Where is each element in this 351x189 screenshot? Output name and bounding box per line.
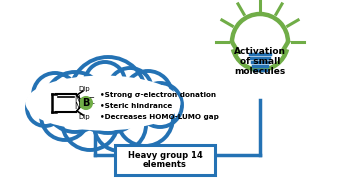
Circle shape bbox=[138, 83, 182, 127]
Circle shape bbox=[45, 72, 105, 132]
Text: N: N bbox=[74, 102, 80, 111]
Text: molecules: molecules bbox=[234, 67, 286, 76]
Text: Activation: Activation bbox=[234, 47, 286, 56]
Text: −: − bbox=[88, 95, 94, 101]
Circle shape bbox=[33, 73, 77, 117]
Text: •Steric hindrance: •Steric hindrance bbox=[100, 103, 172, 109]
Circle shape bbox=[94, 99, 146, 151]
Polygon shape bbox=[115, 145, 215, 175]
Circle shape bbox=[41, 92, 89, 140]
Circle shape bbox=[27, 90, 63, 126]
Circle shape bbox=[62, 94, 118, 150]
Circle shape bbox=[70, 57, 146, 133]
Circle shape bbox=[85, 62, 125, 102]
Text: ·: · bbox=[92, 99, 96, 109]
Circle shape bbox=[108, 68, 152, 112]
Circle shape bbox=[117, 90, 173, 146]
Text: N: N bbox=[74, 95, 80, 104]
Text: elements: elements bbox=[143, 160, 187, 169]
Circle shape bbox=[124, 71, 172, 119]
Text: •Strong σ-electron donation: •Strong σ-electron donation bbox=[100, 92, 216, 98]
Text: Heavy group 14: Heavy group 14 bbox=[128, 151, 203, 160]
Circle shape bbox=[80, 97, 92, 109]
Ellipse shape bbox=[26, 75, 180, 130]
Text: B: B bbox=[82, 98, 90, 108]
Text: Dip: Dip bbox=[78, 86, 90, 92]
Text: of small: of small bbox=[240, 57, 280, 66]
Text: Dip: Dip bbox=[78, 114, 90, 120]
Text: •Decreases HOMO-LUMO gap: •Decreases HOMO-LUMO gap bbox=[100, 114, 219, 120]
